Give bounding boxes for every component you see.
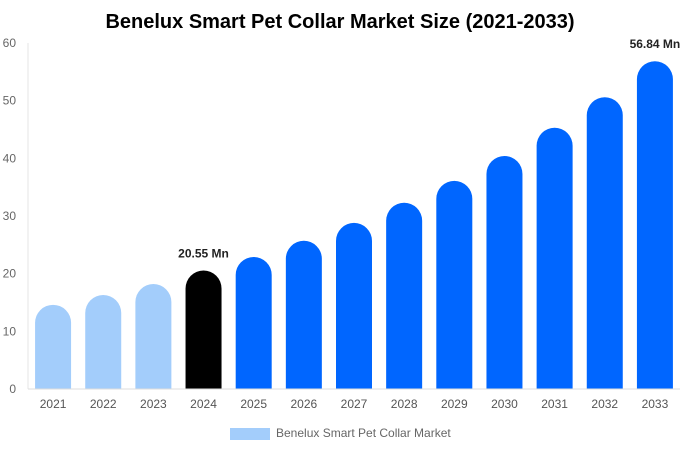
bar-2027 bbox=[336, 222, 372, 389]
bars: 20.55 Mn 56.84 Mn bbox=[35, 37, 680, 390]
y-tick-label: 30 bbox=[3, 209, 17, 223]
x-tick-label: 2021 bbox=[40, 397, 67, 411]
bar-2021 bbox=[35, 304, 72, 389]
bar-2025 bbox=[235, 256, 272, 389]
x-tick-label: 2032 bbox=[591, 397, 618, 411]
x-tick-label: 2033 bbox=[642, 397, 669, 411]
data-label-2024: 20.55 Mn bbox=[178, 246, 229, 260]
bar-2031 bbox=[536, 127, 573, 389]
legend-label: Benelux Smart Pet Collar Market bbox=[276, 426, 451, 440]
bar-2030 bbox=[486, 156, 523, 389]
x-tick-label: 2026 bbox=[290, 397, 317, 411]
chart-title: Benelux Smart Pet Collar Market Size (20… bbox=[105, 11, 574, 33]
y-axis: 0 10 20 30 40 50 60 bbox=[3, 36, 29, 396]
x-tick-label: 2025 bbox=[240, 397, 267, 411]
legend[interactable]: Benelux Smart Pet Collar Market bbox=[230, 426, 451, 440]
x-tick-label: 2031 bbox=[541, 397, 568, 411]
bar-2026 bbox=[285, 240, 322, 389]
x-tick-label: 2024 bbox=[190, 397, 217, 411]
x-tick-label: 2027 bbox=[341, 397, 368, 411]
y-tick-label: 0 bbox=[9, 382, 16, 396]
bar-2029 bbox=[436, 180, 473, 389]
x-tick-label: 2022 bbox=[90, 397, 117, 411]
x-tick-label: 2028 bbox=[391, 397, 418, 411]
y-tick-label: 40 bbox=[3, 151, 17, 165]
y-tick-label: 60 bbox=[3, 36, 17, 50]
y-tick-label: 10 bbox=[3, 324, 17, 338]
x-tick-label: 2023 bbox=[140, 397, 167, 411]
y-tick-label: 20 bbox=[3, 267, 17, 281]
bar-2024 bbox=[185, 270, 222, 389]
bar-2033 bbox=[636, 61, 673, 390]
bar-2022 bbox=[85, 295, 122, 389]
legend-swatch bbox=[230, 428, 270, 440]
bar-2028 bbox=[386, 202, 423, 389]
bar-2032 bbox=[586, 97, 623, 389]
x-axis: 2021 2022 2023 2024 2025 2026 2027 2028 2029 2030… bbox=[28, 388, 680, 411]
x-tick-label: 2030 bbox=[491, 397, 518, 411]
x-tick-label: 2029 bbox=[441, 397, 468, 411]
y-tick-label: 50 bbox=[3, 94, 17, 108]
data-label-2033: 56.84 Mn bbox=[630, 37, 680, 51]
bar-2023 bbox=[135, 284, 172, 389]
